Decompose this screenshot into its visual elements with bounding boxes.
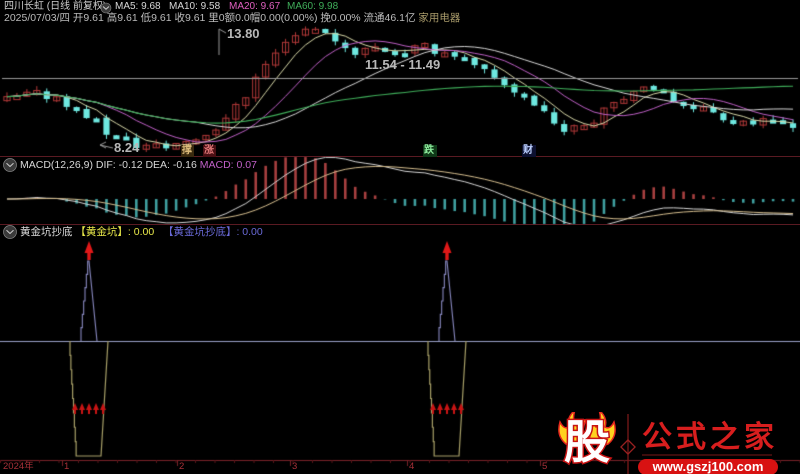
svg-text:公式之家: 公式之家 — [642, 420, 778, 454]
svg-text:www.gszj100.com: www.gszj100.com — [652, 459, 764, 474]
svg-text:股: 股 — [564, 416, 610, 468]
